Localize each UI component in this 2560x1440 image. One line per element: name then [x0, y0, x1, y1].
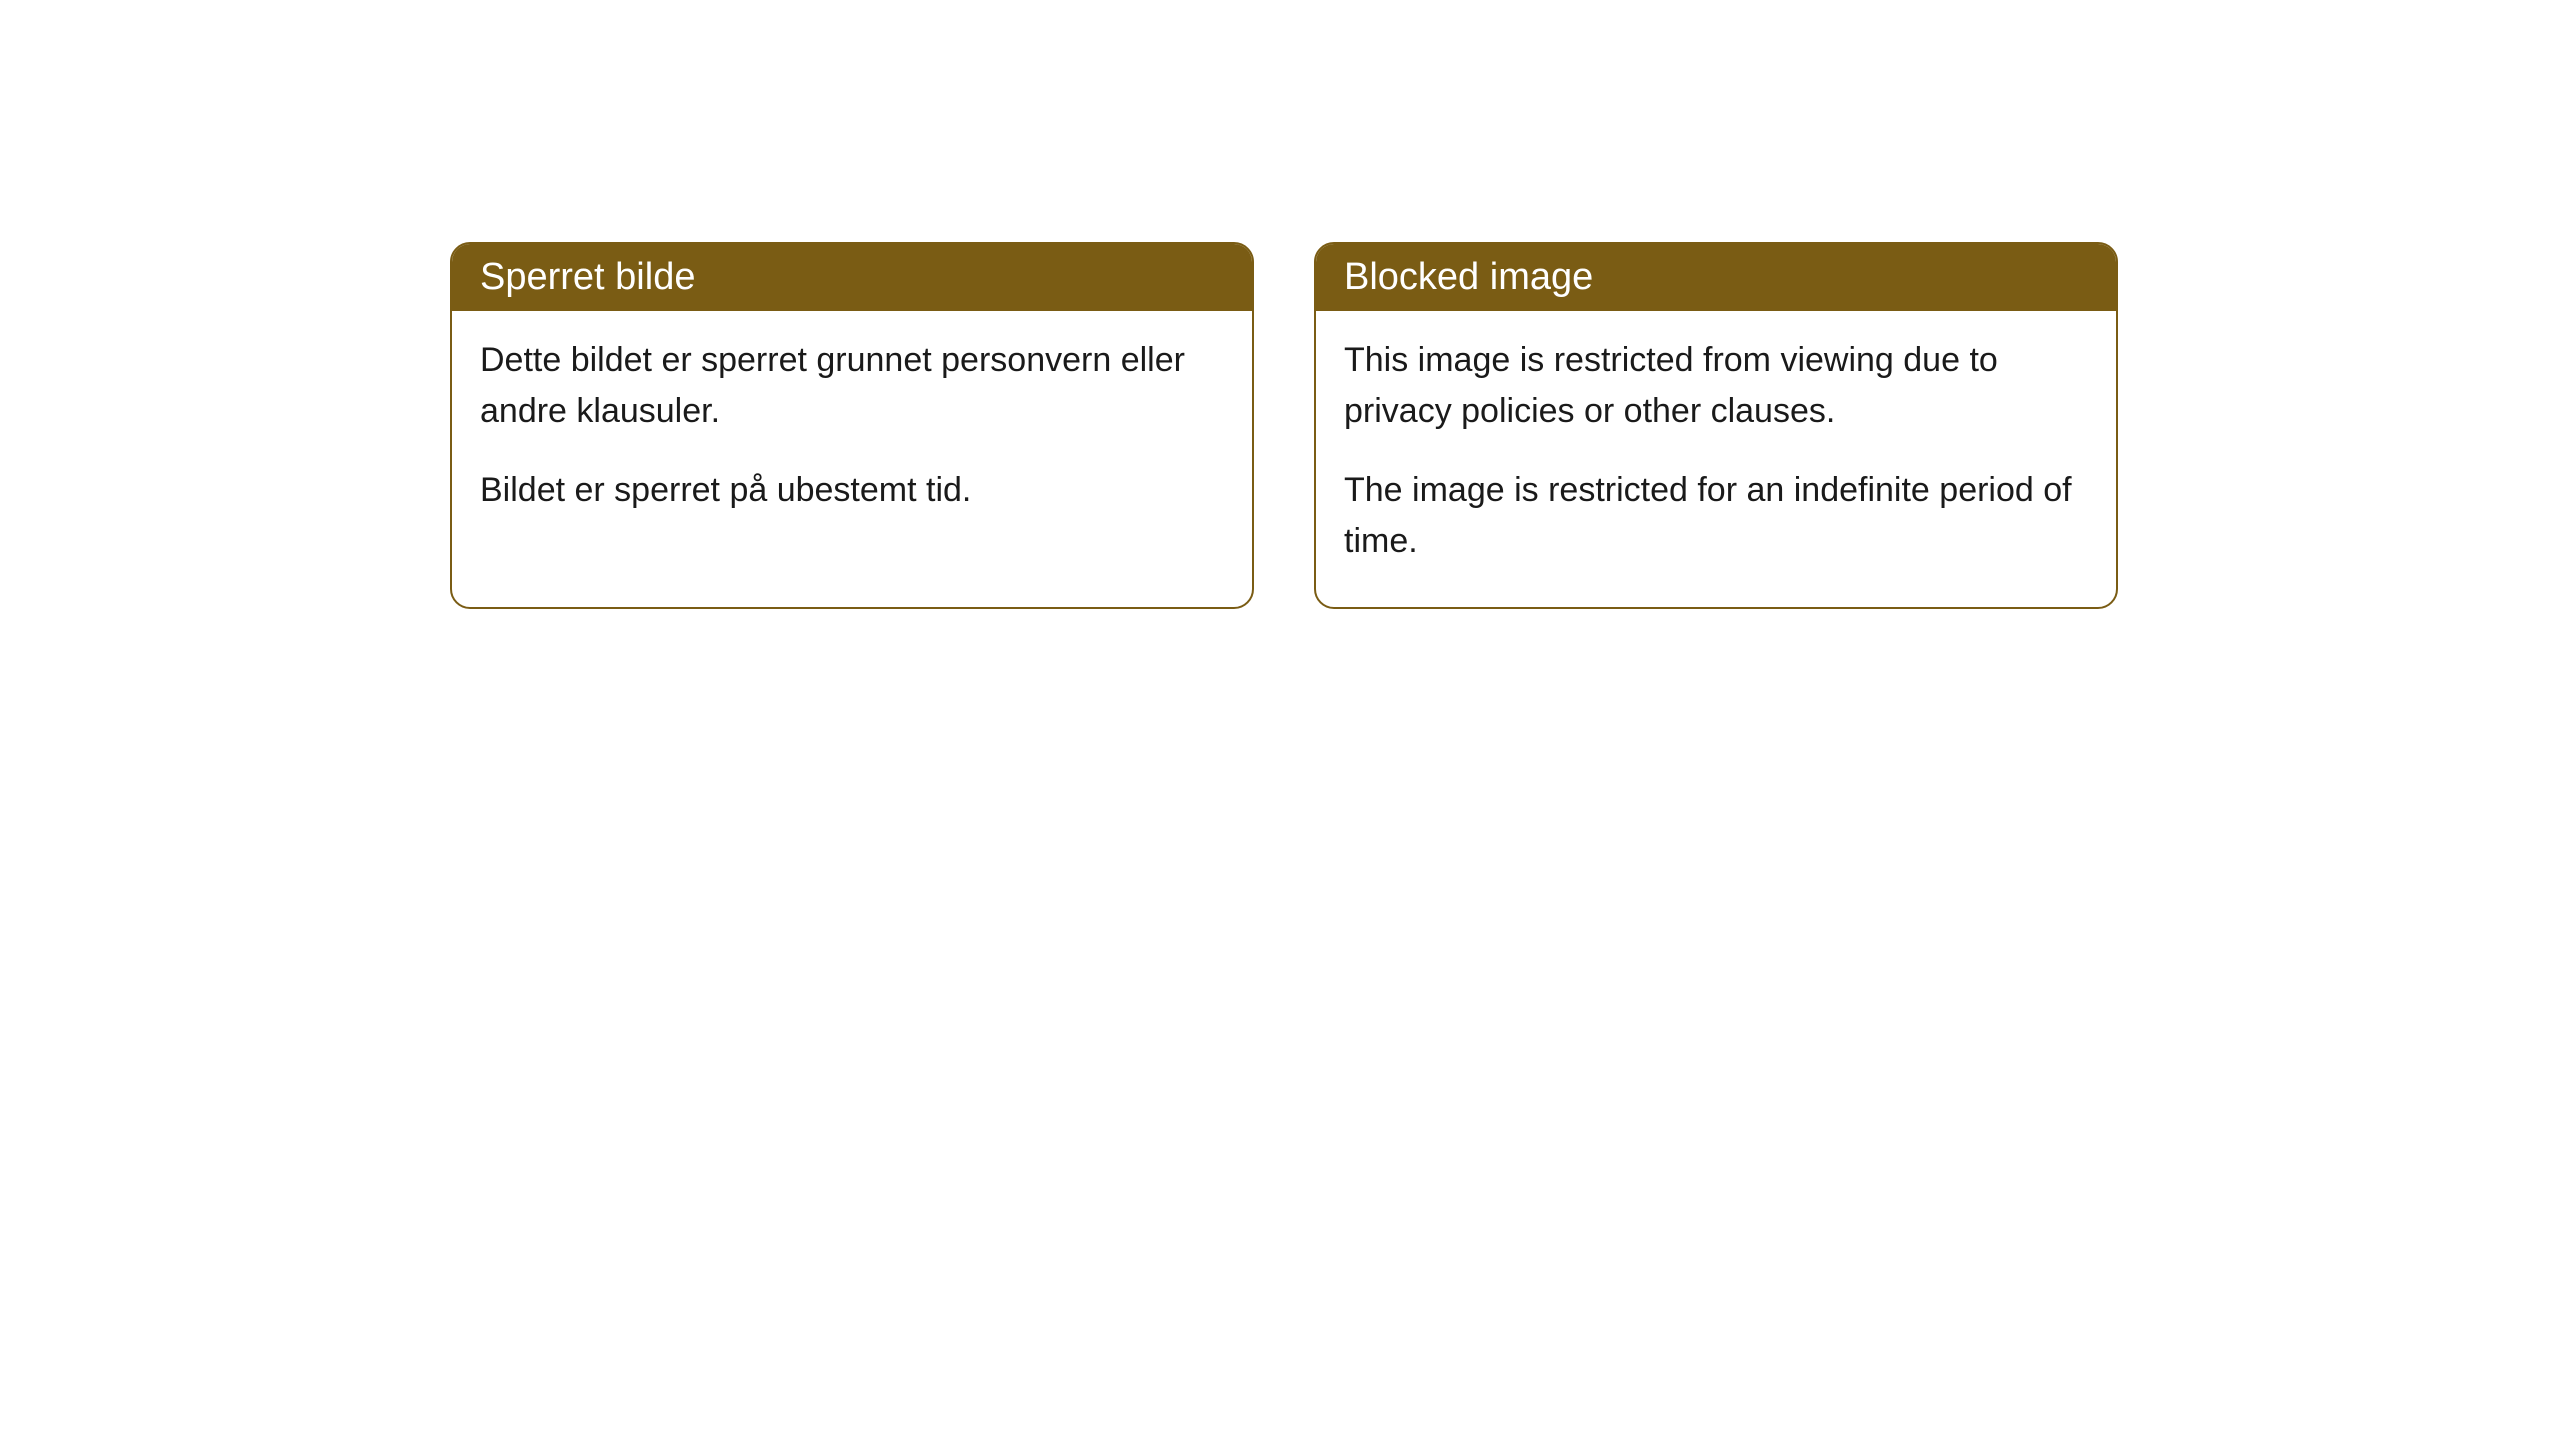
card-header-english: Blocked image	[1316, 244, 2116, 311]
card-body-english: This image is restricted from viewing du…	[1316, 311, 2116, 607]
card-title: Blocked image	[1344, 256, 1593, 298]
card-paragraph-1: This image is restricted from viewing du…	[1344, 335, 2088, 437]
card-body-norwegian: Dette bildet er sperret grunnet personve…	[452, 311, 1252, 556]
card-paragraph-2: Bildet er sperret på ubestemt tid.	[480, 465, 1224, 516]
card-english: Blocked image This image is restricted f…	[1314, 242, 2118, 609]
card-header-norwegian: Sperret bilde	[452, 244, 1252, 311]
cards-container: Sperret bilde Dette bildet er sperret gr…	[0, 0, 2560, 609]
card-paragraph-1: Dette bildet er sperret grunnet personve…	[480, 335, 1224, 437]
card-paragraph-2: The image is restricted for an indefinit…	[1344, 465, 2088, 567]
card-norwegian: Sperret bilde Dette bildet er sperret gr…	[450, 242, 1254, 609]
card-title: Sperret bilde	[480, 256, 695, 298]
